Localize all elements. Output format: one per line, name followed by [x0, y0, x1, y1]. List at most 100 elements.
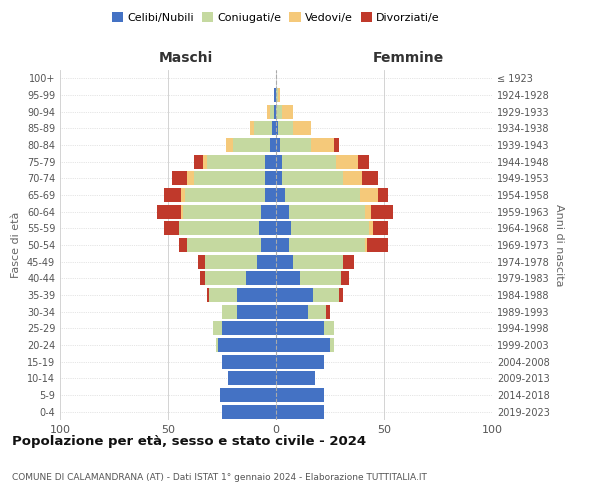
Bar	[362, 171, 377, 186]
Bar	[233, 138, 269, 152]
Bar	[207, 288, 209, 302]
Bar	[209, 288, 237, 302]
Bar	[261, 238, 276, 252]
Bar	[276, 221, 291, 236]
Bar	[365, 204, 371, 219]
Bar	[254, 121, 272, 136]
Text: Maschi: Maschi	[159, 52, 213, 66]
Bar	[377, 188, 388, 202]
Bar	[341, 271, 349, 285]
Bar	[276, 121, 278, 136]
Bar	[365, 238, 367, 252]
Bar	[343, 171, 362, 186]
Text: COMUNE DI CALAMANDRANA (AT) - Dati ISTAT 1° gennaio 2024 - Elaborazione TUTTITAL: COMUNE DI CALAMANDRANA (AT) - Dati ISTAT…	[12, 473, 427, 482]
Bar	[276, 404, 323, 419]
Bar	[276, 254, 293, 269]
Bar	[367, 238, 388, 252]
Bar	[300, 271, 341, 285]
Bar	[226, 138, 233, 152]
Bar	[330, 338, 334, 352]
Bar	[278, 88, 280, 102]
Bar	[172, 171, 187, 186]
Bar	[276, 271, 300, 285]
Bar	[205, 254, 257, 269]
Bar	[179, 221, 259, 236]
Bar	[215, 338, 218, 352]
Bar	[276, 171, 283, 186]
Bar	[274, 104, 276, 118]
Bar	[269, 138, 276, 152]
Bar	[338, 288, 343, 302]
Bar	[311, 138, 334, 152]
Bar	[246, 271, 276, 285]
Bar	[272, 121, 276, 136]
Bar	[222, 304, 237, 319]
Bar	[187, 171, 194, 186]
Bar	[274, 88, 276, 102]
Bar	[276, 188, 284, 202]
Bar	[289, 204, 365, 219]
Bar	[360, 188, 377, 202]
Bar	[259, 221, 276, 236]
Bar	[179, 238, 187, 252]
Bar	[261, 204, 276, 219]
Bar	[237, 288, 276, 302]
Bar	[276, 154, 283, 169]
Bar	[203, 154, 207, 169]
Bar	[207, 154, 265, 169]
Text: Femmine: Femmine	[373, 52, 443, 66]
Bar	[276, 322, 323, 336]
Bar	[276, 204, 289, 219]
Bar	[283, 171, 343, 186]
Bar	[250, 121, 254, 136]
Bar	[222, 322, 276, 336]
Bar	[276, 354, 323, 369]
Bar	[194, 171, 265, 186]
Text: Popolazione per età, sesso e stato civile - 2024: Popolazione per età, sesso e stato civil…	[12, 435, 366, 448]
Bar	[293, 121, 311, 136]
Bar	[269, 104, 274, 118]
Bar	[326, 304, 330, 319]
Y-axis label: Fasce di età: Fasce di età	[11, 212, 21, 278]
Bar	[220, 388, 276, 402]
Bar	[276, 371, 315, 386]
Bar	[257, 254, 276, 269]
Bar	[194, 154, 203, 169]
Bar	[337, 154, 358, 169]
Bar	[278, 121, 293, 136]
Bar	[183, 204, 261, 219]
Bar	[218, 338, 276, 352]
Bar	[265, 171, 276, 186]
Bar	[323, 322, 334, 336]
Bar	[164, 188, 181, 202]
Bar	[293, 254, 343, 269]
Bar	[369, 221, 373, 236]
Bar	[187, 238, 261, 252]
Bar	[343, 254, 354, 269]
Bar	[308, 304, 326, 319]
Bar	[237, 304, 276, 319]
Bar	[265, 154, 276, 169]
Bar	[205, 271, 246, 285]
Bar	[181, 204, 183, 219]
Bar	[276, 104, 283, 118]
Bar	[164, 221, 179, 236]
Bar	[200, 271, 205, 285]
Bar	[268, 104, 269, 118]
Bar	[276, 138, 280, 152]
Bar	[276, 388, 323, 402]
Bar	[284, 188, 360, 202]
Bar	[283, 154, 337, 169]
Bar	[276, 304, 308, 319]
Bar	[265, 188, 276, 202]
Bar	[222, 354, 276, 369]
Bar	[214, 322, 222, 336]
Bar	[276, 238, 289, 252]
Bar	[313, 288, 338, 302]
Bar	[373, 221, 388, 236]
Bar	[358, 154, 369, 169]
Bar	[181, 188, 185, 202]
Bar	[222, 404, 276, 419]
Bar	[289, 238, 365, 252]
Bar	[185, 188, 265, 202]
